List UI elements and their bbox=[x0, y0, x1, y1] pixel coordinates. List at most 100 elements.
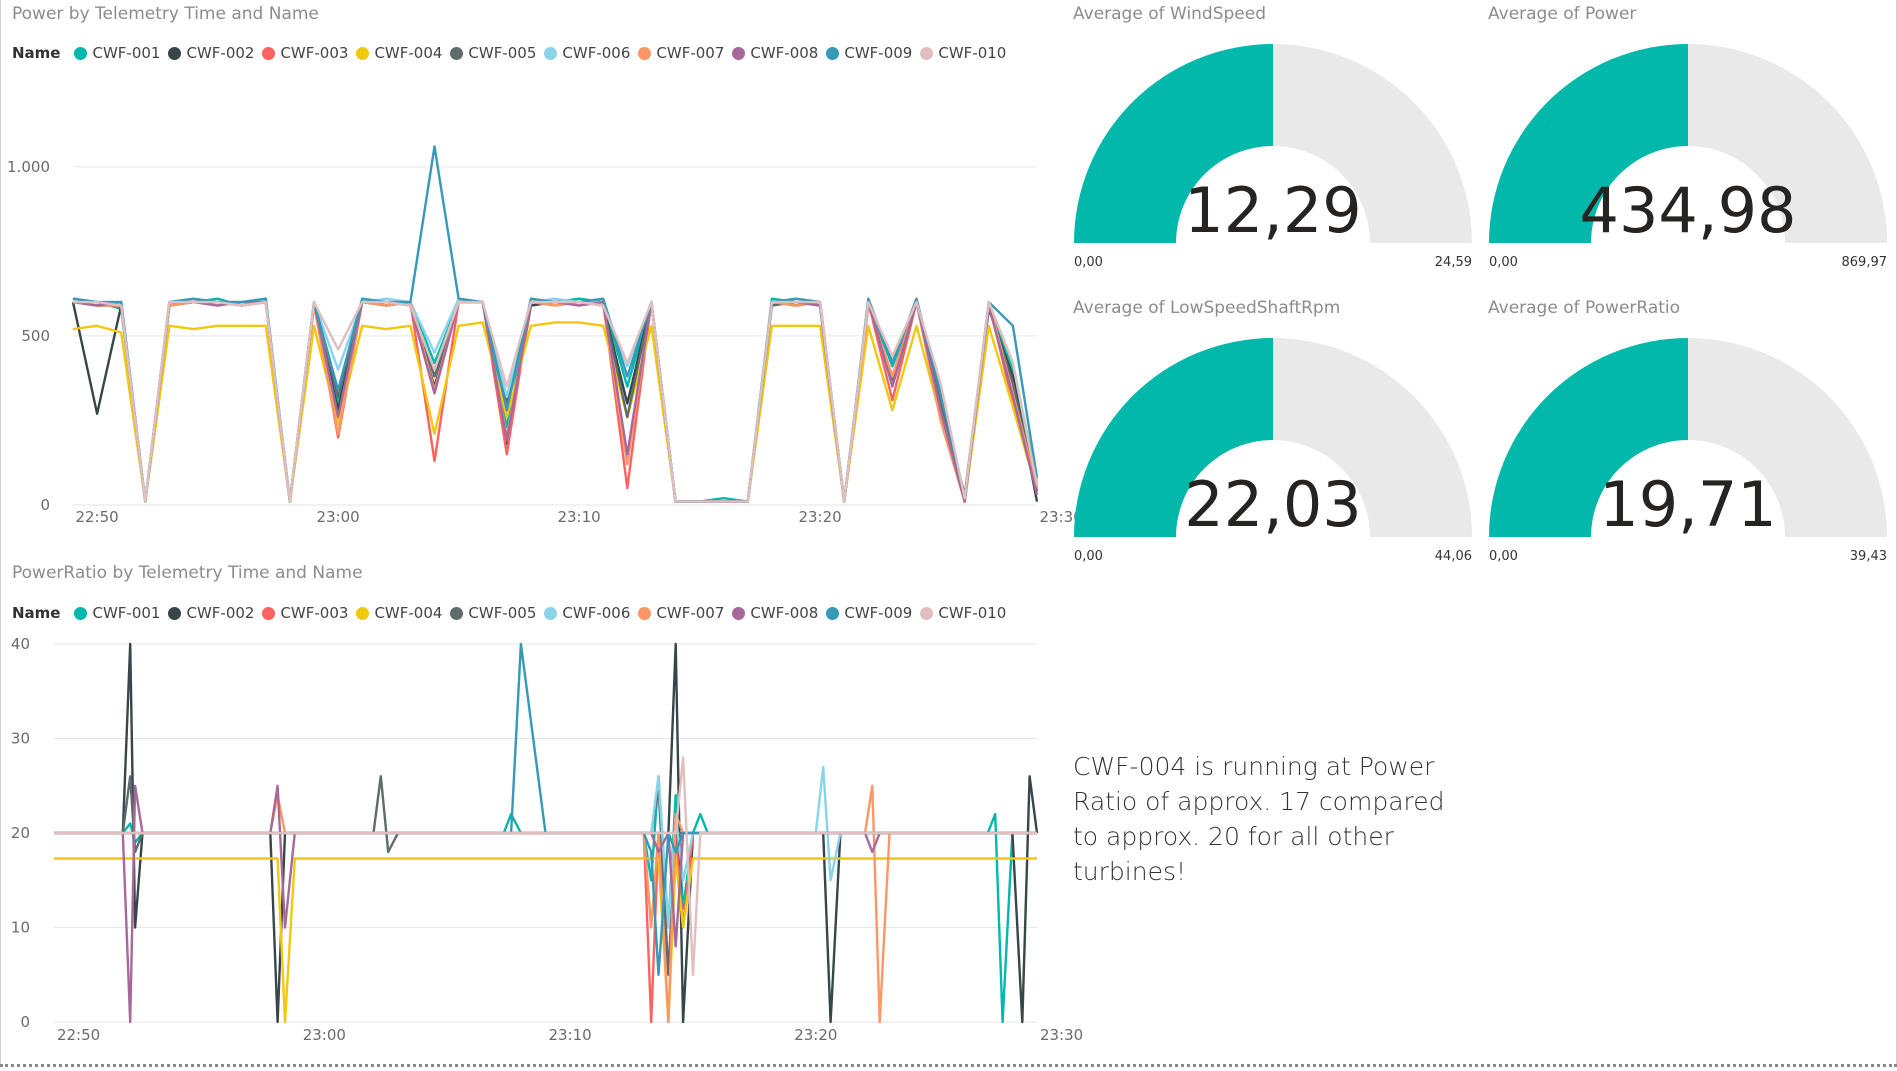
legend-marker bbox=[74, 606, 88, 620]
legend-marker bbox=[356, 606, 370, 620]
gauge-max-label: 869,97 bbox=[1842, 255, 1888, 270]
legend-item-cwf-005[interactable]: CWF-005 bbox=[450, 44, 536, 62]
gauge-value: 12,29 bbox=[1184, 174, 1362, 247]
legend-label: CWF-009 bbox=[844, 604, 913, 622]
gauge-fill bbox=[1489, 338, 1688, 537]
x-tick-label: 22:50 bbox=[57, 1026, 100, 1044]
gauge-min-label: 0,00 bbox=[1074, 549, 1103, 564]
legend-item-cwf-004[interactable]: CWF-004 bbox=[356, 44, 442, 62]
y-tick-label: 40 bbox=[11, 635, 30, 653]
legend-item-cwf-003[interactable]: CWF-003 bbox=[262, 44, 348, 62]
legend-item-cwf-002[interactable]: CWF-002 bbox=[168, 604, 254, 622]
gauge-min-label: 0,00 bbox=[1489, 255, 1518, 270]
ratio-chart-legend[interactable]: Name CWF-001 CWF-002 CWF-003 CWF-004 CWF-005… bbox=[12, 604, 1014, 622]
series-line-cwf-010[interactable] bbox=[73, 300, 1039, 503]
gauge-max-label: 44,06 bbox=[1435, 549, 1472, 564]
legend-item-cwf-008[interactable]: CWF-008 bbox=[732, 44, 818, 62]
legend-label: CWF-005 bbox=[468, 44, 537, 62]
x-tick-label: 23:30 bbox=[1040, 1026, 1083, 1044]
legend-label: CWF-003 bbox=[280, 44, 349, 62]
y-tick-label: 500 bbox=[21, 327, 50, 345]
series-line-cwf-005[interactable] bbox=[54, 775, 1037, 976]
legend-marker bbox=[826, 46, 840, 60]
legend-marker bbox=[356, 46, 370, 60]
legend-item-cwf-008[interactable]: CWF-008 bbox=[732, 604, 818, 622]
series-line-cwf-010[interactable] bbox=[54, 756, 1037, 976]
legend-label: CWF-002 bbox=[186, 604, 255, 622]
legend-label: CWF-008 bbox=[750, 604, 819, 622]
legend-marker bbox=[638, 606, 652, 620]
gauge-value: 434,98 bbox=[1580, 174, 1797, 247]
legend-item-cwf-010[interactable]: CWF-010 bbox=[920, 604, 1006, 622]
legend-label: CWF-007 bbox=[656, 604, 725, 622]
legend-item-cwf-010[interactable]: CWF-010 bbox=[920, 44, 1006, 62]
legend-marker bbox=[262, 46, 276, 60]
legend-marker bbox=[638, 46, 652, 60]
legend-item-cwf-007[interactable]: CWF-007 bbox=[638, 604, 724, 622]
legend-label: CWF-010 bbox=[938, 44, 1007, 62]
x-tick-label: 23:10 bbox=[548, 1026, 591, 1044]
legend-label: CWF-004 bbox=[374, 44, 443, 62]
gauge-area[interactable]: 12,29 0,00 24,59 434,98 0,00 869,97 22,03 0,00 4… bbox=[0, 0, 1897, 584]
ratio-chart-title: PowerRatio by Telemetry Time and Name bbox=[12, 563, 363, 583]
gauge-power-title: Average of Power bbox=[1488, 4, 1637, 24]
gauge-fill bbox=[1074, 338, 1273, 537]
legend-item-cwf-006[interactable]: CWF-006 bbox=[544, 604, 630, 622]
legend-label: CWF-008 bbox=[750, 44, 819, 62]
legend-item-cwf-009[interactable]: CWF-009 bbox=[826, 44, 912, 62]
legend-label: CWF-004 bbox=[374, 604, 443, 622]
y-tick-label: 30 bbox=[11, 730, 30, 748]
legend-label: CWF-003 bbox=[280, 604, 349, 622]
power-ratio-line-chart[interactable]: 0 10 20 30 40 22:50 23:00 23:10 23:20 23:30 bbox=[0, 0, 1083, 1064]
legend-item-cwf-004[interactable]: CWF-004 bbox=[356, 604, 442, 622]
legend-label: CWF-006 bbox=[562, 604, 631, 622]
series-line-cwf-004[interactable] bbox=[54, 857, 1037, 1024]
legend-marker bbox=[920, 606, 934, 620]
annotation-text: CWF-004 is running at Power Ratio of app… bbox=[1073, 752, 1445, 886]
power-chart-title: Power by Telemetry Time and Name bbox=[12, 4, 319, 24]
legend-marker bbox=[450, 46, 464, 60]
legend-item-cwf-007[interactable]: CWF-007 bbox=[638, 44, 724, 62]
x-tick-label: 23:00 bbox=[316, 508, 359, 526]
x-tick-label: 23:00 bbox=[303, 1026, 346, 1044]
series-line-cwf-008[interactable] bbox=[54, 784, 1037, 1024]
legend-title: Name bbox=[12, 604, 61, 622]
gauges-svg: 12,29 0,00 24,59 434,98 0,00 869,97 22,03 0,00 4… bbox=[1074, 44, 1888, 564]
legend-marker bbox=[74, 46, 88, 60]
legend-label: CWF-007 bbox=[656, 44, 725, 62]
gauge-value: 19,71 bbox=[1599, 468, 1777, 541]
x-tick-label: 22:50 bbox=[75, 508, 118, 526]
legend-label: CWF-001 bbox=[92, 604, 161, 622]
series-line-cwf-007[interactable] bbox=[54, 784, 1037, 1024]
legend-title: Name bbox=[12, 44, 61, 62]
power-line-chart[interactable]: 0 500 1.000 22:50 23:00 23:10 23:20 23:30 bbox=[0, 0, 1083, 544]
legend-item-cwf-005[interactable]: CWF-005 bbox=[450, 604, 536, 622]
legend-item-cwf-003[interactable]: CWF-003 bbox=[262, 604, 348, 622]
gauge-value: 22,03 bbox=[1184, 468, 1362, 541]
series-line-cwf-004[interactable] bbox=[72, 321, 1039, 503]
x-tick-label: 23:30 bbox=[1039, 508, 1082, 526]
gauge-max-label: 24,59 bbox=[1435, 255, 1472, 270]
x-tick-label: 23:20 bbox=[798, 508, 841, 526]
x-tick-label: 23:10 bbox=[557, 508, 600, 526]
series-line-cwf-001[interactable] bbox=[54, 775, 1037, 1024]
legend-item-cwf-006[interactable]: CWF-006 bbox=[544, 44, 630, 62]
legend-item-cwf-009[interactable]: CWF-009 bbox=[826, 604, 912, 622]
legend-label: CWF-001 bbox=[92, 44, 161, 62]
y-tick-label: 20 bbox=[11, 824, 30, 842]
legend-marker bbox=[168, 46, 182, 60]
legend-marker bbox=[920, 46, 934, 60]
y-tick-label: 0 bbox=[20, 1013, 30, 1031]
legend-label: CWF-002 bbox=[186, 44, 255, 62]
legend-label: CWF-009 bbox=[844, 44, 913, 62]
legend-item-cwf-002[interactable]: CWF-002 bbox=[168, 44, 254, 62]
series-line-cwf-009[interactable] bbox=[54, 642, 1037, 976]
gauge-windspeed-title: Average of WindSpeed bbox=[1073, 4, 1267, 24]
power-chart-legend[interactable]: Name CWF-001 CWF-002 CWF-003 CWF-004 CWF-005… bbox=[12, 44, 1014, 62]
gauge-fill bbox=[1074, 44, 1273, 243]
legend-marker bbox=[544, 46, 558, 60]
gauge-min-label: 0,00 bbox=[1489, 549, 1518, 564]
legend-item-cwf-001[interactable]: CWF-001 bbox=[74, 604, 160, 622]
legend-item-cwf-001[interactable]: CWF-001 bbox=[74, 44, 160, 62]
legend-label: CWF-006 bbox=[562, 44, 631, 62]
